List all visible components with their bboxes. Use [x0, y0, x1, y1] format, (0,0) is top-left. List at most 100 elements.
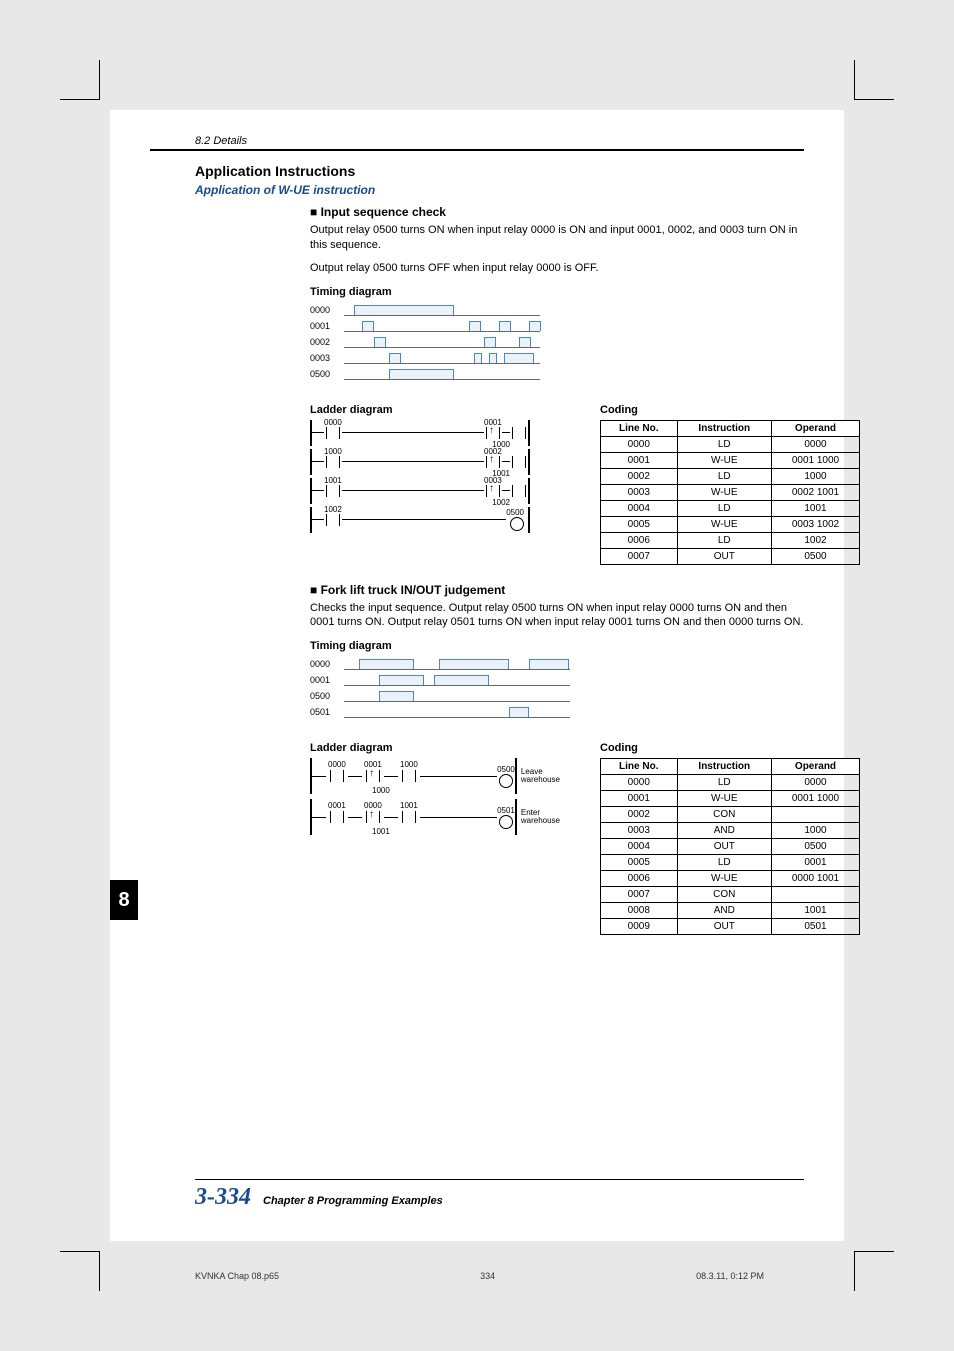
ladder-contact: [402, 811, 416, 823]
timing-pulse: [434, 675, 489, 685]
table-row: 0001W-UE0001 1000: [601, 452, 860, 468]
table-cell: 0002: [601, 807, 678, 823]
table-cell: AND: [677, 903, 771, 919]
timing-track: [344, 320, 540, 332]
table-row: 0008AND1001: [601, 903, 860, 919]
block1-ladder-label: Ladder diagram: [310, 404, 570, 416]
chapter-title: Chapter 8 Programming Examples: [263, 1195, 443, 1207]
ladder-contact: [326, 485, 340, 497]
table-cell: 1001: [771, 903, 859, 919]
table-row: 0001W-UE0001 1000: [601, 791, 860, 807]
table-cell: [771, 887, 859, 903]
table-cell: LD: [677, 500, 771, 516]
meta-timestamp: 08.3.11, 0:12 PM: [696, 1271, 764, 1281]
ladder-contact: [326, 514, 340, 526]
block2-coding-label: Coding: [600, 742, 860, 754]
table-cell: W-UE: [677, 516, 771, 532]
timing-pulse: [379, 675, 424, 685]
crop-mark-br: [854, 1251, 894, 1291]
table-cell: 0001: [771, 855, 859, 871]
ladder-output-label: 0500: [506, 508, 524, 517]
timing-row: 0003: [310, 350, 540, 366]
table-cell: 1000: [771, 468, 859, 484]
table-cell: 0000: [601, 775, 678, 791]
timing-pulse: [489, 353, 497, 363]
ladder-contact-label: 1000: [324, 447, 342, 456]
table-header: Operand: [771, 759, 859, 775]
ladder-contact: [326, 427, 340, 439]
table-cell: 0501: [771, 919, 859, 935]
ladder-memory-label: 1002: [310, 498, 530, 507]
table-cell: CON: [677, 807, 771, 823]
table-row: 0000LD0000: [601, 775, 860, 791]
ladder-contact: [402, 770, 416, 782]
table-row: 0003AND1000: [601, 823, 860, 839]
table-cell: OUT: [677, 548, 771, 564]
ladder-contact-label: 0000: [324, 418, 342, 427]
table-cell: 0001: [601, 791, 678, 807]
footer: 3-334 Chapter 8 Programming Examples: [195, 1179, 804, 1211]
timing-pulse: [504, 353, 534, 363]
ladder-contact: [326, 456, 340, 468]
table-cell: W-UE: [677, 484, 771, 500]
table-cell: W-UE: [677, 791, 771, 807]
ladder-contact: [366, 770, 380, 782]
ladder-coil: [510, 517, 524, 531]
table-cell: [771, 807, 859, 823]
ladder-output-label: 0501: [497, 806, 515, 815]
ladder-row: 10020500: [310, 507, 530, 533]
ladder-contact: [366, 811, 380, 823]
ladder-memory-label: 1000: [310, 786, 560, 795]
table-cell: LD: [677, 436, 771, 452]
block1-text2: Output relay 0500 turns OFF when input r…: [310, 261, 804, 276]
ladder-contact-label: 1000: [400, 760, 418, 769]
ladder-contact: [486, 427, 500, 439]
timing-track: [344, 304, 540, 316]
table-cell: W-UE: [677, 452, 771, 468]
timing-track: [344, 674, 570, 686]
ladder-contact: [512, 427, 526, 439]
table-cell: LD: [677, 468, 771, 484]
table-cell: 0008: [601, 903, 678, 919]
timing-track: [344, 368, 540, 380]
ladder-coil: [499, 815, 513, 829]
ladder-coil: [499, 774, 513, 788]
table-row: 0004OUT0500: [601, 839, 860, 855]
block2-coding-table: Line No.InstructionOperand0000LD00000001…: [600, 758, 860, 935]
ladder-memory-label: 1001: [310, 827, 560, 836]
timing-pulse: [359, 659, 414, 669]
crop-mark-bl: [60, 1251, 100, 1291]
ladder-contact: [512, 485, 526, 497]
table-cell: 0003 1002: [771, 516, 859, 532]
timing-pulse: [379, 691, 414, 701]
timing-pulse: [509, 707, 529, 717]
table-cell: 0000: [771, 775, 859, 791]
table-header: Instruction: [677, 420, 771, 436]
timing-signal-label: 0001: [310, 675, 340, 685]
table-cell: 0004: [601, 839, 678, 855]
timing-pulse: [469, 321, 481, 331]
timing-pulse: [484, 337, 496, 347]
ladder-contact: [330, 811, 344, 823]
table-header: Instruction: [677, 759, 771, 775]
block1-timing-label: Timing diagram: [310, 286, 804, 298]
block2-timing-label: Timing diagram: [310, 640, 804, 652]
table-row: 0007OUT0500: [601, 548, 860, 564]
table-cell: 0007: [601, 548, 678, 564]
timing-pulse: [389, 353, 401, 363]
table-cell: 1000: [771, 823, 859, 839]
timing-pulse: [474, 353, 482, 363]
ladder-output-text: Leavewarehouse: [521, 768, 560, 784]
table-cell: OUT: [677, 839, 771, 855]
block2-timing-diagram: 0000000105000501: [310, 656, 570, 720]
table-cell: 0004: [601, 500, 678, 516]
table-cell: 0003: [601, 484, 678, 500]
timing-signal-label: 0000: [310, 305, 340, 315]
timing-pulse: [374, 337, 386, 347]
block1-coding-table: Line No.InstructionOperand0000LD00000001…: [600, 420, 860, 565]
table-cell: LD: [677, 855, 771, 871]
block1-heading: Input sequence check: [310, 205, 804, 219]
table-cell: 0001 1000: [771, 452, 859, 468]
timing-pulse: [362, 321, 374, 331]
timing-pulse: [389, 369, 454, 379]
